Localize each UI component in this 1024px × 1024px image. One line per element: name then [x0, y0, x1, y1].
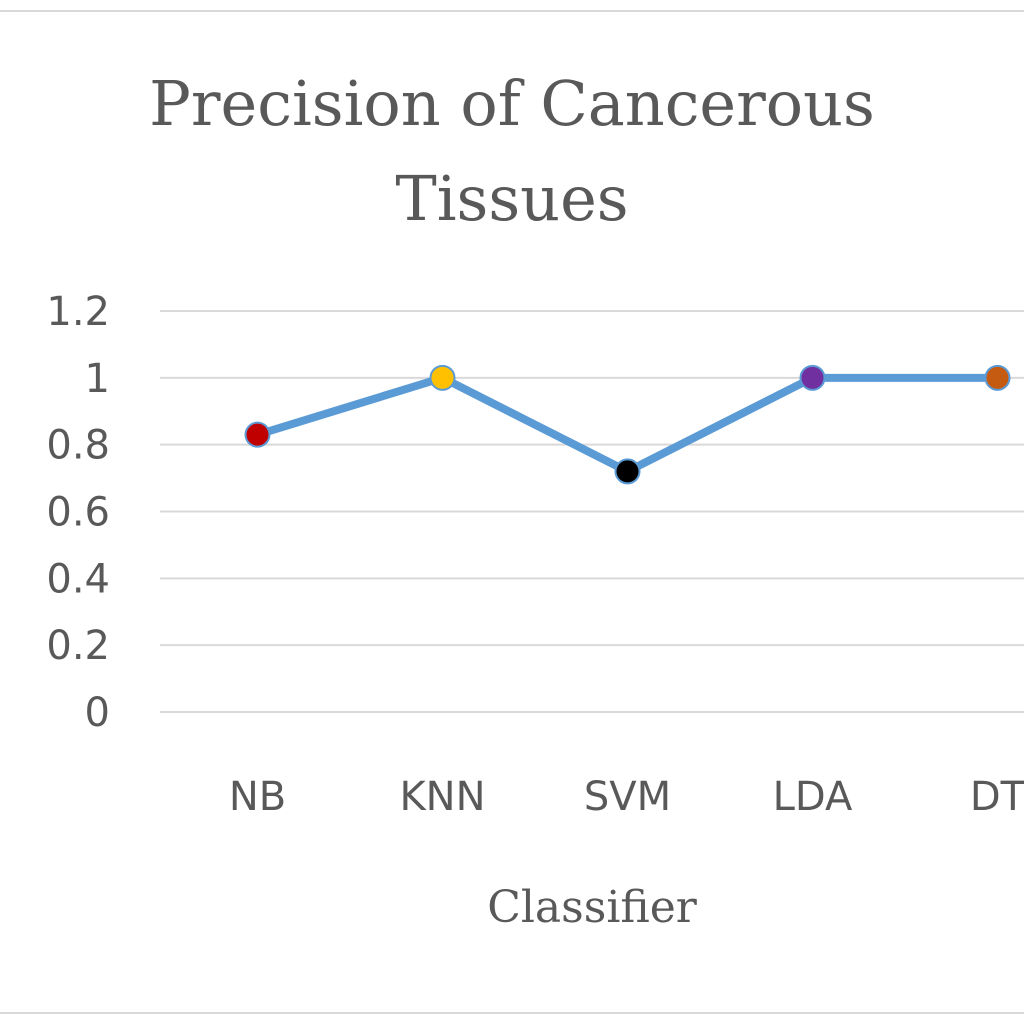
x-axis-tick-labels: NB KNN SVM LDA DT: [229, 774, 1024, 820]
y-tick-label: 0.6: [46, 490, 110, 536]
y-tick-label: 0.2: [46, 623, 110, 669]
x-tick-label: NB: [229, 774, 286, 820]
chart-title-line-1: Precision of Cancerous: [149, 67, 875, 140]
chart-title-line-2: Tissues: [395, 162, 628, 235]
chart-frame: [0, 10, 1024, 1014]
x-tick-label: KNN: [399, 774, 485, 820]
data-point-svm: [614, 458, 641, 485]
y-axis-tick-labels: 0 0.2 0.4 0.6 0.8 1 1.2: [46, 289, 110, 736]
data-point-knn: [429, 364, 456, 391]
x-tick-label: SVM: [584, 774, 671, 820]
y-tick-label: 1: [85, 356, 110, 402]
data-point-lda: [799, 364, 826, 391]
x-axis-title: Classifier: [487, 882, 698, 933]
y-tick-label: 0.4: [46, 556, 110, 602]
data-point-dt: [984, 364, 1011, 391]
y-tick-label: 0: [85, 690, 110, 736]
gridlines: [160, 310, 1024, 713]
data-point-nb: [244, 421, 271, 448]
y-tick-label: 1.2: [46, 289, 110, 335]
series-line: [256, 373, 998, 476]
x-tick-label: DT: [970, 774, 1024, 820]
y-tick-label: 0.8: [46, 423, 110, 469]
x-tick-label: LDA: [773, 774, 853, 820]
series-group: [244, 364, 1011, 485]
